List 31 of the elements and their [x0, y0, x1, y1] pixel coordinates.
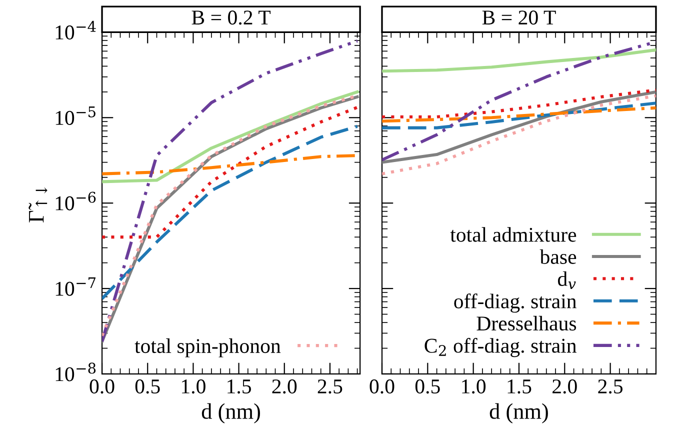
y-axis-title: Γ̃$_{↑↓}$: [28, 187, 48, 222]
chart-title: B = 20 T: [482, 10, 556, 25]
chart-title: B = 0.2 T: [192, 10, 271, 25]
x-axis-title: d (nm): [202, 403, 260, 424]
x-tick-label: 2.0: [552, 379, 577, 394]
y-tick-label: 10$^{−7}$: [56, 277, 96, 296]
x-tick-label: 2.5: [318, 379, 342, 394]
x-tick-label: 1.0: [462, 379, 486, 394]
x-axis-title: d (nm): [490, 403, 548, 424]
y-tick-label: 10$^{−6}$: [56, 192, 96, 210]
x-tick-label: 0.0: [370, 379, 394, 394]
x-tick-label: 2.5: [598, 379, 623, 394]
x-tick-label: 1.5: [508, 380, 532, 394]
line-series: [102, 106, 359, 239]
legend-label: base: [540, 249, 576, 264]
legend-label: C$_{2}$ off-diag. strain: [424, 338, 576, 358]
x-tick-label: 0.5: [415, 379, 440, 394]
line-series: [102, 90, 359, 184]
legend-label: off-diag. strain: [454, 293, 576, 313]
x-tick-label: 1.5: [228, 380, 251, 394]
x-tick-label: 2.0: [272, 379, 297, 394]
y-tick-label: 10$^{−5}$: [56, 106, 96, 125]
legend-label: Dresselhaus: [476, 316, 576, 331]
x-tick-label: 0.0: [90, 379, 114, 394]
legend-label: d$_{v}$: [558, 271, 576, 290]
legend-label: total spin-phonon: [134, 338, 281, 358]
x-tick-label: 0.5: [135, 379, 160, 394]
y-tick-label: 10$^{−4}$: [56, 20, 96, 40]
legend-label: total admixture: [450, 227, 576, 242]
line-series: [102, 124, 359, 300]
x-tick-label: 1.0: [182, 379, 206, 394]
